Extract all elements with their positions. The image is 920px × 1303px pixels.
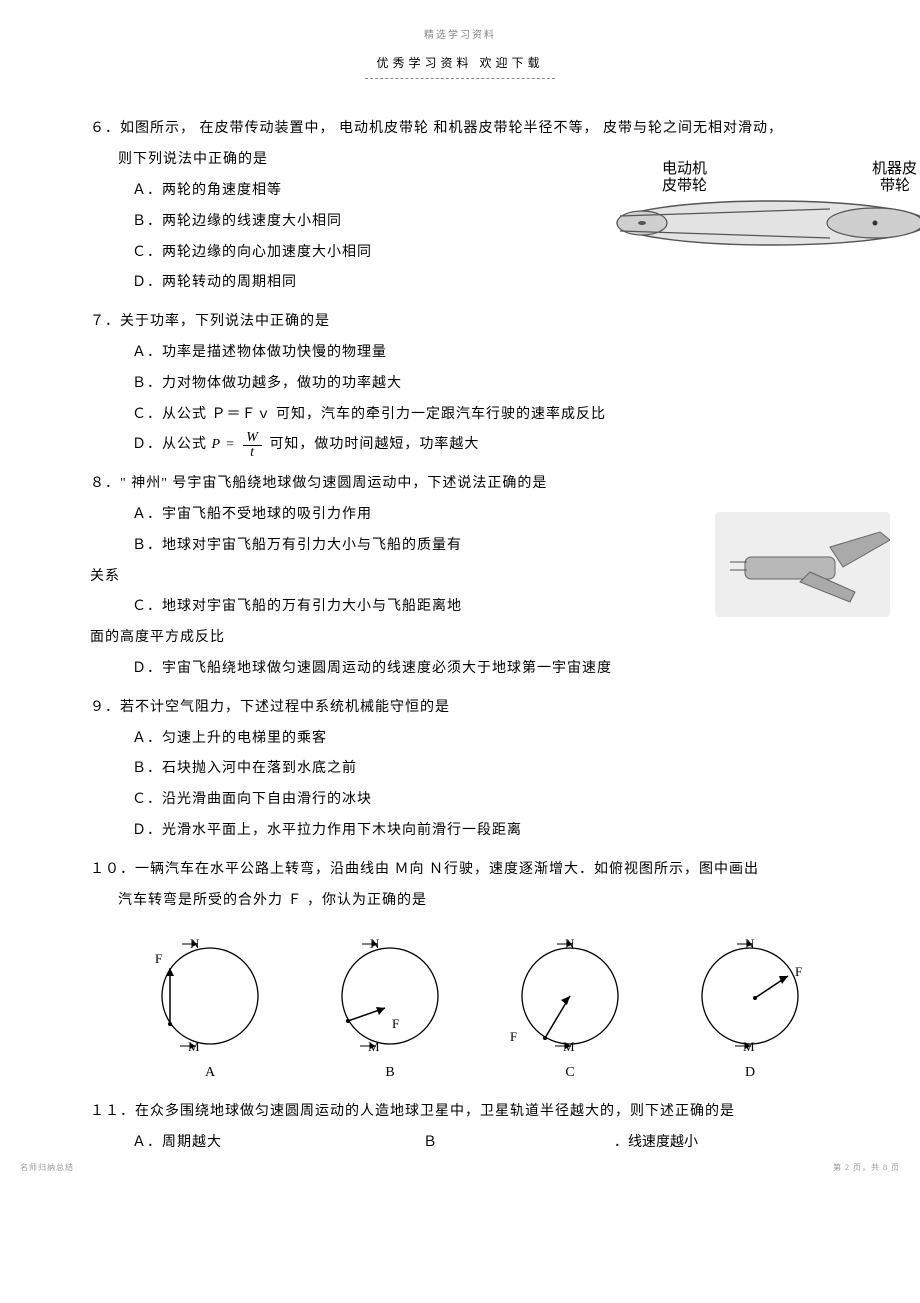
q7-option-b: Ｂ．力对物体做功越多，做功的功率越大 [90, 369, 830, 400]
svg-text:F: F [392, 1016, 399, 1031]
q8-option-c: Ｃ．地球对宇宙飞船的万有引力大小与飞船距离地 [90, 592, 830, 623]
header-top-label: 精选学习资料 [90, 25, 830, 47]
svg-text:F: F [155, 951, 162, 966]
q10-diagram-row: N M F A N M F [120, 926, 840, 1089]
q6-option-a: Ａ．两轮的角速度相等 [90, 176, 830, 207]
svg-text:带轮: 带轮 [880, 177, 910, 194]
q10-diagram-b: N M F B [320, 926, 460, 1089]
header-sub-label: 优秀学习资料 欢迎下载 [365, 50, 555, 79]
q6-indent: 则下列说法中正确的是 [90, 145, 830, 176]
q7-text: ７．关于功率，下列说法中正确的是 [90, 307, 830, 338]
q6-option-d: Ｄ．两轮转动的周期相同 [90, 268, 830, 299]
q11-text: １１．在众多围绕地球做匀速圆周运动的人造地球卫星中，卫星轨道半径越大的，则下述正… [90, 1097, 830, 1128]
fraction-w-t: W t [243, 431, 262, 460]
q9-text: ９．若不计空气阻力，下述过程中系统机械能守恒的是 [90, 693, 830, 724]
footer-right: 第 2 页，共 8 页 [833, 1159, 900, 1177]
q6-option-c: Ｃ．两轮边缘的向心加速度大小相同 [90, 238, 830, 269]
q7-option-c: Ｃ．从公式 Ｐ＝Ｆｖ 可知，汽车的牵引力一定跟汽车行驶的速率成反比 [90, 400, 830, 431]
q10-indent: 汽车转弯是所受的合外力 Ｆ ，你认为正确的是 [90, 886, 830, 917]
q7-option-d: Ｄ．从公式 P = W t 可知，做功时间越短，功率越大 [90, 430, 830, 461]
q10-text: １０．一辆汽车在水平公路上转弯，沿曲线由 Ｍ向 Ｎ行驶，速度逐渐增大．如俯视图所… [90, 855, 830, 886]
q9-option-c: Ｃ．沿光滑曲面向下自由滑行的冰块 [90, 785, 830, 816]
q7-option-a: Ａ．功率是描述物体做功快慢的物理量 [90, 338, 830, 369]
svg-text:机器皮: 机器皮 [872, 160, 917, 177]
svg-text:F: F [795, 964, 802, 979]
q6-text: ６．如图所示， 在皮带传动装置中， 电动机皮带轮 和机器皮带轮半径不等， 皮带与… [90, 114, 830, 145]
footer-left: 名师归纳总结 [20, 1159, 74, 1177]
q8-option-d: Ｄ．宇宙飞船绕地球做匀速圆周运动的线速度必须大于地球第一宇宙速度 [90, 654, 830, 685]
question-11: １１．在众多围绕地球做匀速圆周运动的人造地球卫星中，卫星轨道半径越大的，则下述正… [90, 1097, 830, 1159]
question-8: ８．" 神州" 号宇宙飞船绕地球做匀速圆周运动中，下述说法正确的是 Ａ．宇宙飞船… [90, 469, 830, 685]
question-9: ９．若不计空气阻力，下述过程中系统机械能守恒的是 Ａ．匀速上升的电梯里的乘客 Ｂ… [90, 693, 830, 847]
q8-b2: 关系 [90, 562, 830, 593]
formula-p-eq: P = [212, 437, 236, 452]
q8-option-b: Ｂ．地球对宇宙飞船万有引力大小与飞船的质量有 [90, 531, 830, 562]
q11-option-a: Ａ．周期越大 [90, 1128, 423, 1159]
q9-option-a: Ａ．匀速上升的电梯里的乘客 [90, 724, 830, 755]
q10-diagram-c: N M F C [500, 926, 640, 1089]
q10-diagram-a: N M F A [140, 926, 280, 1089]
q9-option-d: Ｄ．光滑水平面上，水平拉力作用下木块向前滑行一段距离 [90, 816, 830, 847]
q6-option-b: Ｂ．两轮边缘的线速度大小相同 [90, 207, 830, 238]
q8-text: ８．" 神州" 号宇宙飞船绕地球做匀速圆周运动中，下述说法正确的是 [90, 469, 830, 500]
q8-c2: 面的高度平方成反比 [90, 623, 830, 654]
q10-diagram-d: N M F D [680, 926, 820, 1089]
svg-text:F: F [510, 1029, 517, 1044]
q11-option-b: Ｂ ．线速度越小 [423, 1128, 756, 1159]
q9-option-b: Ｂ．石块抛入河中在落到水底之前 [90, 754, 830, 785]
question-6: ６．如图所示， 在皮带传动装置中， 电动机皮带轮 和机器皮带轮半径不等， 皮带与… [90, 114, 830, 299]
question-7: ７．关于功率，下列说法中正确的是 Ａ．功率是描述物体做功快慢的物理量 Ｂ．力对物… [90, 307, 830, 461]
q8-option-a: Ａ．宇宙飞船不受地球的吸引力作用 [90, 500, 830, 531]
question-10: １０．一辆汽车在水平公路上转弯，沿曲线由 Ｍ向 Ｎ行驶，速度逐渐增大．如俯视图所… [90, 855, 830, 1089]
